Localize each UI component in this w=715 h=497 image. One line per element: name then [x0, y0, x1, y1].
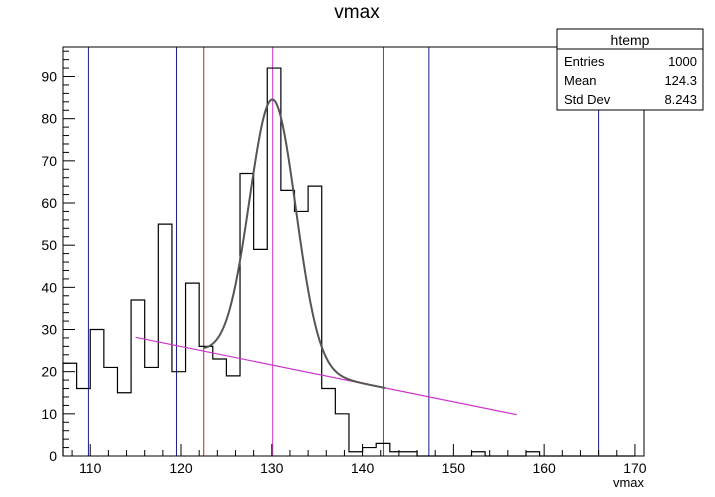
- y-tick-label: 60: [41, 195, 57, 211]
- histogram-bar: [472, 452, 486, 456]
- chart-title: vmax: [334, 2, 380, 23]
- stats-label-stddev: Std Dev: [564, 92, 611, 107]
- x-tick-label: 160: [532, 460, 556, 476]
- stats-box-name: htemp: [611, 32, 650, 48]
- y-tick-label: 80: [41, 111, 57, 127]
- stats-label-entries: Entries: [564, 54, 605, 69]
- histogram-bar: [363, 448, 377, 456]
- x-axis-title: vmax: [613, 475, 645, 490]
- histogram-bar: [90, 330, 104, 456]
- stats-box-frame: [556, 28, 704, 111]
- y-tick-label: 40: [41, 279, 57, 295]
- fit-curves: [135, 98, 518, 416]
- histogram-bar: [213, 359, 227, 456]
- histogram-bar: [226, 376, 240, 456]
- stats-value-mean: 124.3: [664, 73, 697, 88]
- y-tick-label: 70: [41, 153, 57, 169]
- stats-box[interactable]: htemp Entries 1000 Mean 124.3 Std Dev 8.…: [556, 28, 704, 111]
- histogram-bar: [117, 393, 131, 456]
- x-tick-label: 130: [260, 460, 284, 476]
- histogram-bars: [62, 67, 635, 457]
- vertical-marker-lines: [87, 47, 600, 456]
- histogram-bar: [63, 363, 77, 456]
- histogram-bar: [104, 367, 118, 456]
- gaussian-fit-curve: [203, 98, 386, 389]
- stats-value-stddev: 8.243: [664, 92, 697, 107]
- histogram-bar: [349, 452, 363, 456]
- y-tick-label: 30: [41, 322, 57, 338]
- histogram-bar: [186, 283, 200, 456]
- histogram-outline: [62, 67, 635, 457]
- x-tick-label: 120: [169, 460, 193, 476]
- y-tick-label: 20: [41, 364, 57, 380]
- histogram-bar: [281, 190, 295, 456]
- y-tick-label: 10: [41, 406, 57, 422]
- histogram-bar: [403, 452, 417, 456]
- plot-frame: [62, 46, 645, 457]
- x-tick-label: 110: [79, 460, 102, 476]
- histogram-bar: [526, 452, 540, 456]
- histogram-bar: [131, 300, 145, 456]
- x-tick-label: 140: [351, 460, 375, 476]
- histogram-bar: [267, 68, 281, 456]
- histogram-bar: [158, 224, 172, 456]
- linear-background-fit: [135, 336, 518, 416]
- histogram-bar: [322, 389, 336, 456]
- x-tick-label: 170: [623, 460, 647, 476]
- stats-value-entries: 1000: [668, 54, 697, 69]
- y-tick-label: 0: [49, 448, 57, 464]
- histogram-bar: [390, 452, 404, 456]
- y-tick-label: 90: [41, 69, 57, 85]
- axes: 0 10 20 30 40 50 60 70 80 90 110 120 130 140 150 160 170: [41, 46, 647, 476]
- histogram-bar: [199, 346, 213, 456]
- histogram-bar: [335, 414, 349, 456]
- histogram-bar: [254, 249, 268, 456]
- y-tick-label: 50: [41, 237, 57, 253]
- histogram-bar: [145, 367, 159, 456]
- histogram-bar: [172, 372, 186, 456]
- x-tick-label: 150: [442, 460, 466, 476]
- stats-label-mean: Mean: [564, 73, 597, 88]
